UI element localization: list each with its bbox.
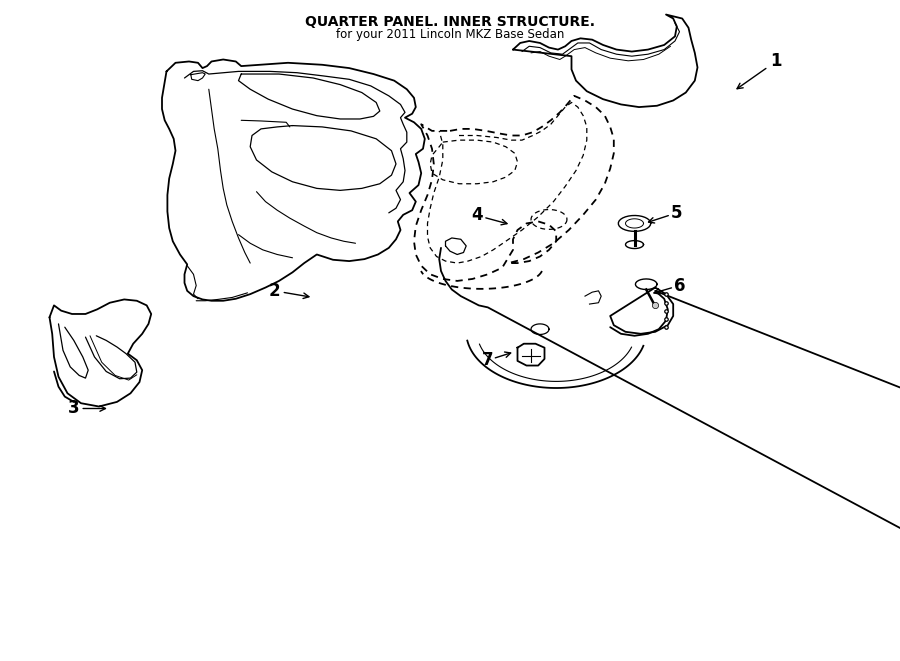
Text: 1: 1 — [770, 52, 781, 71]
Text: 3: 3 — [68, 399, 79, 418]
Text: 6: 6 — [674, 276, 685, 295]
Text: QUARTER PANEL. INNER STRUCTURE.: QUARTER PANEL. INNER STRUCTURE. — [305, 15, 595, 28]
Text: 4: 4 — [472, 206, 482, 225]
Text: 7: 7 — [482, 351, 493, 369]
Text: 2: 2 — [269, 282, 280, 300]
Text: 5: 5 — [671, 204, 682, 222]
Text: for your 2011 Lincoln MKZ Base Sedan: for your 2011 Lincoln MKZ Base Sedan — [336, 28, 564, 41]
